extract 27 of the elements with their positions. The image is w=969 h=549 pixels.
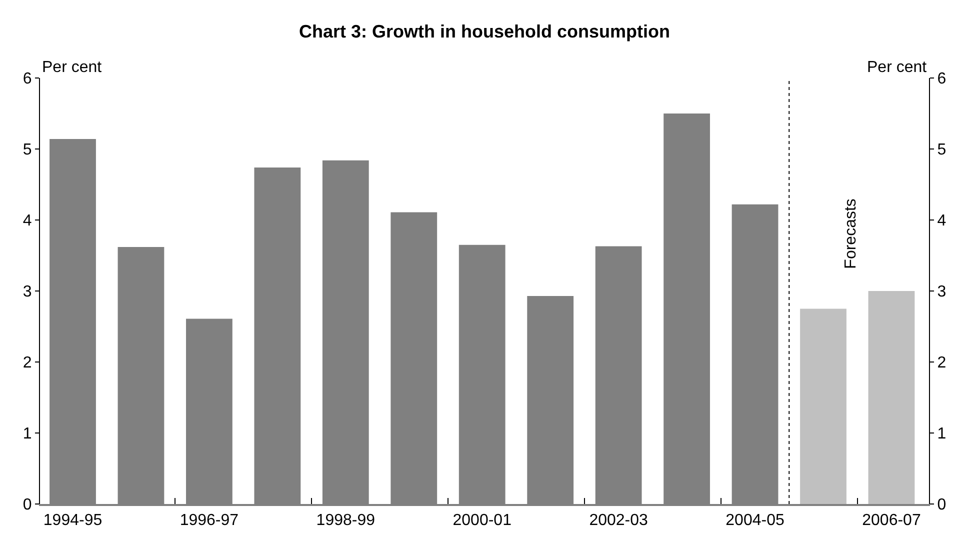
y-tick-label: 1 [22, 426, 32, 443]
y-tick-label: 4 [22, 212, 32, 230]
x-tick-label: 1994-95 [43, 512, 102, 530]
x-tick-label: 2004-05 [726, 512, 784, 530]
y-tick-label: 0 [22, 496, 32, 514]
x-tick-label: 1996-97 [180, 512, 239, 530]
y2-axis-title: Per cent [867, 59, 928, 76]
chart-title: Chart 3: Growth in household consumption [299, 21, 670, 42]
y-tick-label: 6 [22, 70, 32, 88]
y-axis-title: Per cent [42, 59, 102, 76]
y2-tick-label: 4 [937, 212, 946, 230]
x-tick-label: 1998-99 [316, 512, 376, 530]
y-tick-label: 3 [22, 284, 32, 301]
y2-tick-label: 2 [937, 354, 946, 372]
y-tick-label: 5 [22, 142, 32, 159]
y2-tick-label: 0 [937, 496, 946, 514]
x-tick-label: 2006-07 [862, 512, 921, 530]
y2-tick-label: 3 [937, 284, 946, 301]
x-tick-label: 2000-01 [452, 512, 512, 530]
y-tick-label: 2 [22, 354, 32, 372]
y2-tick-label: 1 [937, 426, 946, 443]
annotation: Forecasts [842, 198, 860, 269]
bar [800, 308, 846, 504]
x-tick-label: 2002-03 [589, 512, 648, 530]
y2-tick-label: 6 [937, 70, 946, 88]
y2-tick-label: 5 [937, 142, 946, 159]
bar [868, 291, 915, 504]
